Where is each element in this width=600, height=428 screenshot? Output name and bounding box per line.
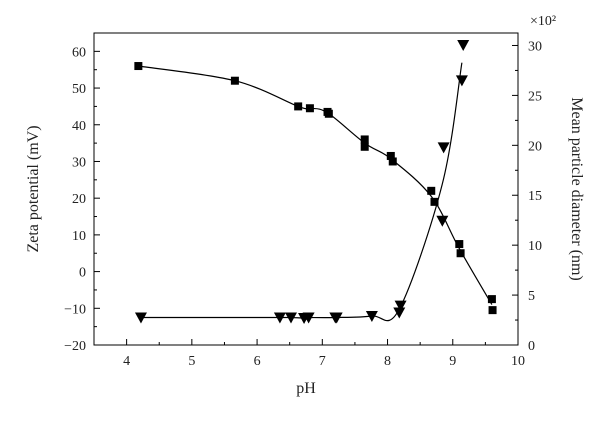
triangle-marker (436, 215, 449, 227)
square-marker (487, 295, 496, 304)
triangle-marker (455, 75, 468, 87)
square-marker (360, 135, 369, 144)
x-tick-label: 4 (123, 354, 130, 369)
triangle-marker (330, 312, 343, 324)
y-tick-label: 0 (79, 266, 86, 281)
series-1-trend-line (138, 65, 493, 305)
x-tick-label: 9 (449, 354, 456, 369)
y-tick-label: −10 (64, 302, 86, 317)
x-tick-label: 5 (188, 354, 195, 369)
triangle-marker (365, 311, 378, 323)
square-marker (360, 142, 369, 151)
y-tick-label: 40 (72, 119, 86, 134)
y2-axis-title: Mean particle diameter (nm) (568, 97, 585, 280)
x-tick-label: 7 (319, 354, 326, 369)
triangle-marker (393, 307, 406, 319)
square-marker (386, 151, 395, 160)
square-marker (388, 157, 397, 166)
x-tick-label: 10 (511, 354, 525, 369)
square-marker (456, 249, 465, 258)
triangle-marker (302, 312, 315, 324)
y-tick-label: 30 (72, 155, 86, 170)
y2-tick-label: 15 (528, 189, 542, 204)
y2-tick-label: 10 (528, 239, 542, 254)
triangle-marker (457, 39, 470, 51)
y-tick-label: 60 (72, 45, 86, 60)
triangle-marker (437, 142, 450, 154)
x-axis-title: pH (296, 380, 316, 397)
square-marker (427, 186, 436, 195)
y2-axis-multiplier: ×10² (530, 14, 556, 29)
y-axis-title: Zeta potential (mV) (25, 125, 42, 252)
square-marker (305, 104, 314, 113)
plot-frame (93, 32, 519, 346)
y2-tick-label: 30 (528, 39, 542, 54)
square-marker (455, 240, 464, 249)
y-tick-label: 50 (72, 82, 86, 97)
y-tick-label: 20 (72, 192, 86, 207)
triangle-marker (394, 300, 407, 312)
y2-tick-label: 0 (528, 339, 535, 354)
triangle-marker (273, 312, 286, 324)
square-marker (324, 109, 333, 118)
y2-tick-label: 20 (528, 139, 542, 154)
square-marker (488, 306, 497, 315)
square-marker (230, 76, 239, 85)
x-tick-label: 6 (254, 354, 261, 369)
square-marker (134, 62, 143, 71)
triangle-marker (284, 312, 297, 324)
x-tick-label: 8 (384, 354, 391, 369)
y-tick-label: −20 (64, 339, 86, 354)
y2-tick-label: 5 (528, 289, 535, 304)
triangle-marker (134, 312, 147, 324)
square-marker (430, 197, 439, 206)
y2-tick-label: 25 (528, 89, 542, 104)
chart-marks (134, 39, 497, 325)
y-tick-label: 10 (72, 229, 86, 244)
square-marker (294, 102, 303, 111)
